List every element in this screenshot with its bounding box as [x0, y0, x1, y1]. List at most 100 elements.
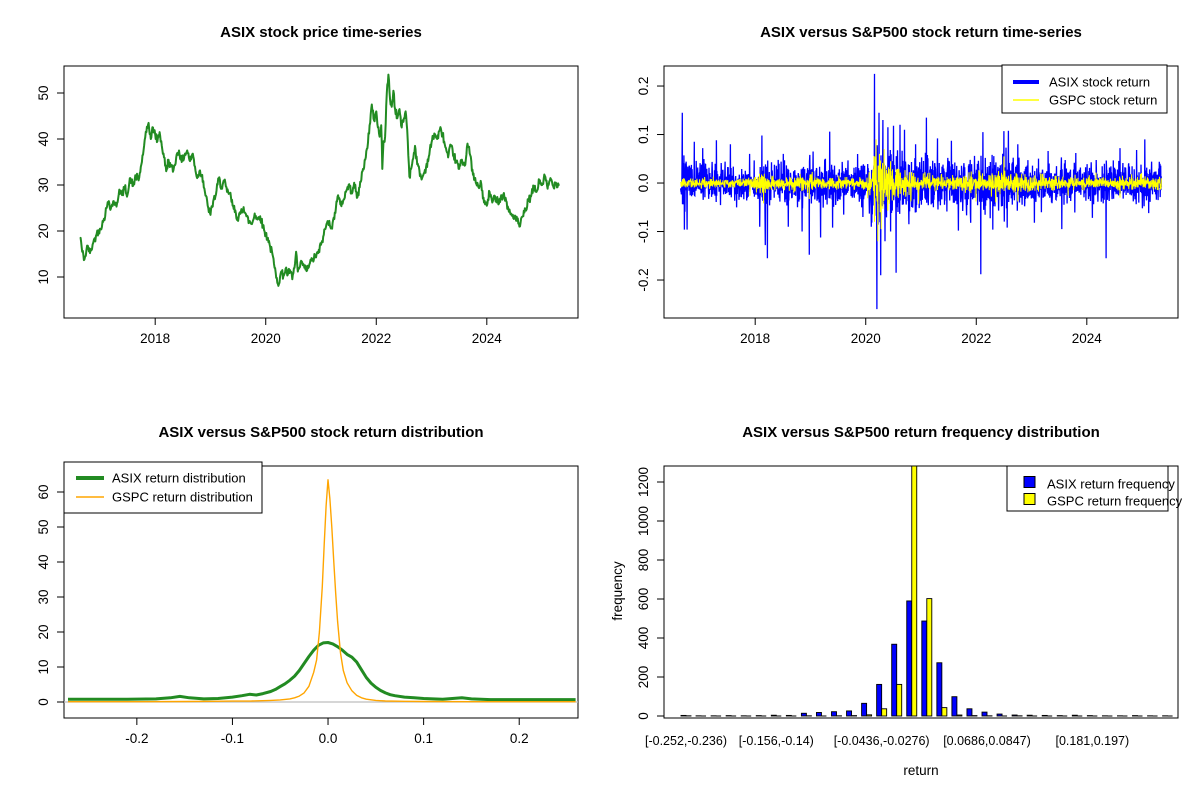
price-chart-canvas: 2018 2020 2022 2024 10 20 30 40 50	[36, 65, 579, 346]
asix-frequency-bar	[936, 662, 943, 717]
bin-label: [0.0686,0.0847)	[943, 734, 1031, 748]
legend-box	[63, 461, 263, 514]
chart-title-price: ASIX stock price time-series	[220, 24, 422, 41]
x-tick-label: 2020	[851, 331, 881, 346]
x-tick-label: 2020	[251, 331, 281, 346]
y-tick-label: -0.1	[636, 220, 651, 243]
bin-label: [-0.156,-0.14)	[739, 734, 814, 748]
y-tick-label: 20	[36, 624, 51, 639]
y-tick-label: 1200	[636, 467, 651, 497]
asix-frequency-bar	[1026, 714, 1033, 717]
plot-frame	[663, 465, 1179, 719]
plot-frame	[63, 65, 579, 319]
density-chart-canvas: -0.2 -0.1 0.0 0.1 0.2 0 10 20 30 40 50 60 ASIX retur…	[36, 461, 579, 746]
y-tick-label: 0	[636, 712, 651, 720]
legend-label: GSPC stock return	[1049, 93, 1157, 108]
y-tick-label: 30	[36, 589, 51, 604]
price-line	[79, 73, 560, 287]
asix-frequency-bar	[951, 696, 958, 717]
x-tick-label: 2024	[1072, 331, 1103, 346]
gspc-frequency-bar	[866, 714, 873, 717]
x-tick-label: 2022	[961, 331, 991, 346]
asix-frequency-bar	[861, 702, 868, 717]
asix-frequency-bar	[800, 712, 807, 717]
gspc-frequency-bar	[941, 707, 948, 717]
x-tick-label: 0.0	[319, 731, 338, 746]
y-tick-label: 50	[36, 519, 51, 534]
legend-label: GSPC return distribution	[112, 490, 253, 505]
bin-label: [0.181,0.197)	[1056, 734, 1130, 748]
legend-square-swatch	[1023, 476, 1036, 488]
y-tick-label: 400	[636, 627, 651, 650]
y-tick-label: 0.2	[636, 77, 651, 96]
y-tick-label: -0.2	[636, 268, 651, 291]
y-tick-label: 1000	[636, 506, 651, 536]
x-tick-label: -0.2	[125, 731, 148, 746]
x-tick-label: 0.1	[414, 731, 433, 746]
y-tick-label: 0.1	[636, 125, 651, 144]
bin-label: [-0.0436,-0.0276)	[834, 734, 930, 748]
y-tick-label: 40	[36, 554, 51, 569]
y-tick-label: 10	[36, 269, 51, 284]
legend-label: GSPC return frequency	[1047, 494, 1183, 509]
plot-frame	[63, 465, 579, 719]
x-axis-label: return	[903, 763, 938, 778]
y-tick-label: 60	[36, 484, 51, 499]
return-chart-canvas: 2018 2020 2022 2024 0.2 0.1 0.0 -0.1 -0.2 ASIX st…	[636, 64, 1179, 346]
y-tick-label: 50	[36, 85, 51, 100]
asix-frequency-bar	[996, 713, 1003, 717]
y-tick-label: 200	[636, 666, 651, 689]
chart-title-returns: ASIX versus S&P500 stock return time-ser…	[760, 24, 1082, 41]
y-axis-label: frequency	[610, 561, 625, 621]
chart-title-density: ASIX versus S&P500 stock return distribu…	[158, 424, 484, 441]
x-tick-label: 2022	[361, 331, 391, 346]
asix-frequency-bar	[876, 683, 883, 717]
legend-label: ASIX stock return	[1049, 75, 1150, 90]
histogram-chart-canvas: 0 200 400 600 800 1000 1200 [-0.252,-0.236) [-0.…	[610, 465, 1183, 778]
asix-frequency-bar	[981, 711, 988, 717]
panel-return-timeseries: 2018 2020 2022 2024 0.2 0.1 0.0 -0.1 -0.2 ASIX st…	[600, 0, 1200, 400]
x-tick-label: 2024	[472, 331, 503, 346]
gspc-frequency-bar	[911, 465, 918, 717]
asix-frequency-bar	[770, 714, 777, 717]
y-tick-label: 20	[36, 223, 51, 238]
gspc-frequency-bar	[881, 708, 888, 717]
legend-label: ASIX return frequency	[1047, 477, 1175, 492]
gspc-return-line	[680, 139, 1162, 242]
panel-return-frequency: 0 200 400 600 800 1000 1200 [-0.252,-0.236) [-0.…	[600, 400, 1200, 800]
legend-box	[1001, 64, 1168, 114]
y-tick-label: 10	[36, 659, 51, 674]
x-tick-label: 2018	[140, 331, 170, 346]
gspc-frequency-bar	[956, 714, 963, 717]
y-tick-label: 0	[36, 698, 51, 706]
asix-frequency-bar	[1011, 714, 1018, 717]
gspc-frequency-bar	[926, 598, 933, 717]
x-tick-label: 0.2	[510, 731, 529, 746]
y-tick-label: 30	[36, 177, 51, 192]
y-tick-label: 800	[636, 549, 651, 572]
panel-price-timeseries: 2018 2020 2022 2024 10 20 30 40 50 ASIX stock pr…	[0, 0, 600, 400]
x-tick-label: 2018	[740, 331, 770, 346]
y-tick-label: 40	[36, 131, 51, 146]
asix-frequency-bar	[906, 600, 913, 717]
legend-label: ASIX return distribution	[112, 471, 246, 486]
legend-square-swatch	[1023, 493, 1036, 505]
gspc-frequency-bar	[896, 683, 903, 717]
panel-return-distribution: -0.2 -0.1 0.0 0.1 0.2 0 10 20 30 40 50 60 ASIX retur…	[0, 400, 600, 800]
asix-frequency-bar	[1041, 714, 1048, 717]
asix-frequency-bar	[785, 714, 792, 717]
asix-frequency-bar	[680, 714, 687, 717]
y-tick-label: 0.0	[636, 174, 651, 193]
bin-label: [-0.252,-0.236)	[645, 734, 727, 748]
plot-frame	[663, 65, 1179, 319]
asix-frequency-bar	[891, 643, 898, 717]
return-series-group	[679, 73, 1163, 310]
asix-density-curve	[68, 641, 576, 702]
asix-frequency-bar	[846, 710, 853, 717]
x-tick-label: -0.1	[221, 731, 244, 746]
y-tick-label: 600	[636, 588, 651, 611]
chart-title-histogram: ASIX versus S&P500 return frequency dist…	[742, 424, 1100, 441]
asix-frequency-bar	[966, 708, 973, 717]
asix-frequency-bar	[1071, 714, 1078, 717]
